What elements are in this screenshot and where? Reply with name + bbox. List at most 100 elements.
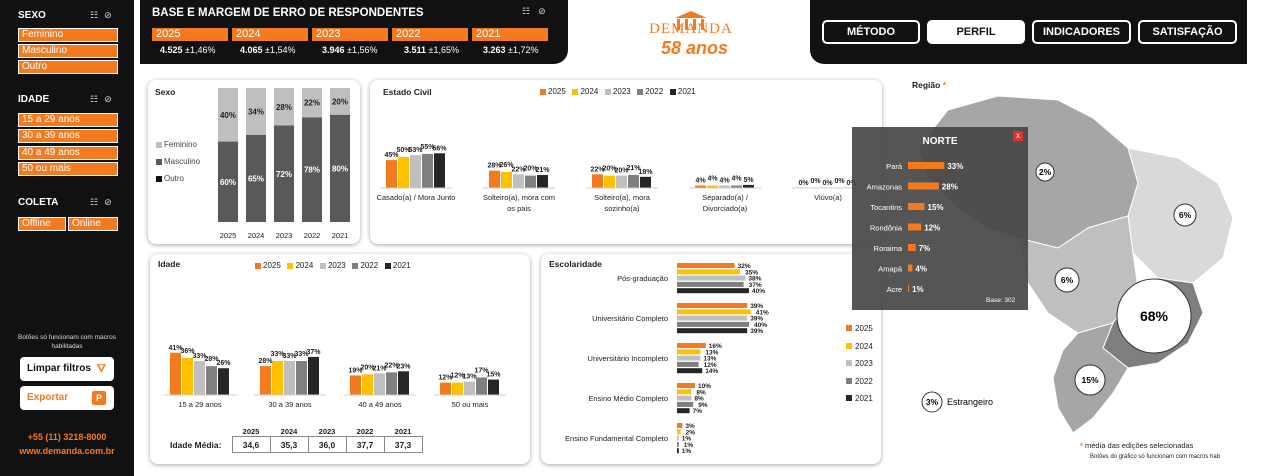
state-label: Acre	[887, 285, 902, 294]
bar-label: 13%	[703, 356, 716, 363]
coleta-filter-icons: ☷⊘	[90, 197, 118, 208]
filter-chip-masculino[interactable]: Masculino	[18, 44, 118, 58]
bar-label: 22%	[590, 166, 605, 173]
y-category-label: Universitário Completo	[592, 314, 668, 323]
base-value-2024: 4.065 ±1,54%	[240, 45, 296, 55]
bar-label: 22%	[384, 362, 399, 369]
export-label: Exportar	[27, 392, 69, 403]
bar-label: 4%	[707, 176, 718, 183]
bar-label: 12%	[438, 375, 453, 382]
filter-chip-15-29[interactable]: 15 a 29 anos	[18, 113, 118, 127]
filter-chip-outro[interactable]: Outro	[18, 60, 118, 74]
sexo-filter-icons: ☷⊘	[90, 10, 118, 21]
nordeste-pct: 6%	[1179, 210, 1192, 220]
filter-chip-offline[interactable]: Offline	[18, 217, 66, 231]
bar	[677, 303, 748, 308]
multiselect-icon[interactable]: ☷	[522, 6, 539, 16]
media-year: 2025	[242, 427, 260, 436]
state-label: Amazonas	[867, 183, 903, 192]
x-tick-year: 2025	[220, 231, 237, 240]
media-value: 36,0	[307, 436, 347, 453]
x-category-label: 30 a 39 anos	[268, 400, 312, 409]
sudeste-pct-bubble	[1116, 278, 1192, 354]
year-2022: 2022	[392, 28, 468, 41]
x-tick-year: 2023	[276, 231, 293, 240]
base-value-2023: 3.946 ±1,56%	[322, 45, 378, 55]
bar	[695, 185, 706, 188]
bar-label: 4%	[731, 176, 742, 183]
bar	[410, 155, 421, 188]
clear-filter-icon[interactable]: ⊘	[104, 94, 118, 104]
media-value: 35,3	[269, 436, 309, 453]
bar	[677, 448, 679, 454]
bar-masculino	[218, 141, 238, 222]
media-year: 2023	[318, 427, 336, 436]
state-label: Rondônia	[870, 224, 903, 233]
temple-icon	[675, 11, 707, 30]
export-button[interactable]: Exportar P	[20, 386, 114, 410]
x-category-label: 40 a 49 anos	[358, 400, 402, 409]
filter-chip-50-mais[interactable]: 50 ou mais	[18, 162, 118, 176]
bar	[513, 174, 524, 188]
clear-filter-icon[interactable]: ⊘	[538, 6, 554, 16]
filter-chip-online[interactable]: Online	[68, 217, 118, 231]
label-masculino: 80%	[332, 164, 348, 173]
bar-label: 41%	[168, 345, 183, 352]
bar-label: 22%	[511, 166, 526, 173]
state-value: 33%	[947, 162, 963, 171]
bar-label: 10%	[698, 383, 711, 390]
nav-indicadores-button[interactable]: INDICADORES	[1032, 20, 1131, 44]
norte-pct: 2%	[1039, 167, 1052, 177]
bar	[525, 175, 536, 188]
bar	[434, 153, 445, 188]
close-popup-button[interactable]: x	[1013, 131, 1023, 141]
multiselect-icon[interactable]: ☷	[90, 10, 105, 20]
sul-pct-bubble	[1074, 364, 1106, 396]
bar	[592, 174, 603, 188]
regiao-note: * média das edições selecionadas	[1080, 441, 1194, 450]
filter-chip-40-49[interactable]: 40 a 49 anos	[18, 146, 118, 160]
state-bar	[908, 264, 913, 272]
bar-label: 0%	[834, 178, 845, 185]
label-masculino: 65%	[248, 174, 264, 183]
bar	[677, 309, 751, 315]
bar-label: 0%	[798, 180, 809, 187]
bar-label: 1%	[682, 436, 692, 443]
bar-label: 39%	[750, 328, 763, 335]
sexo-title: Sexo	[155, 87, 176, 97]
clear-filters-button[interactable]: Limpar filtros ⛛	[20, 357, 114, 381]
nav-satisfacao-button[interactable]: SATISFAÇÃO	[1138, 20, 1237, 44]
filter-chip-30-39[interactable]: 30 a 39 anos	[18, 129, 118, 143]
contact-phone: +55 (11) 3218-8000	[27, 432, 107, 442]
bar	[677, 408, 690, 414]
bar-label: 23%	[396, 363, 411, 370]
bar	[677, 321, 749, 327]
bar	[398, 157, 409, 188]
sul-pct: 15%	[1081, 375, 1098, 385]
bar	[170, 352, 181, 395]
bar	[616, 175, 627, 188]
bar-label: 39%	[750, 303, 763, 310]
nav-perfil-button[interactable]: PERFIL	[927, 20, 1025, 44]
contact-site[interactable]: www.demanda.com.br	[19, 446, 115, 456]
centro-oeste-pct-bubble	[1054, 267, 1080, 293]
state-bar	[908, 285, 910, 292]
multiselect-icon[interactable]: ☷	[90, 197, 105, 207]
state-value: 7%	[919, 244, 931, 253]
bar	[677, 395, 692, 401]
year-2023: 2023	[312, 28, 388, 41]
bar	[604, 175, 615, 188]
clear-filter-icon[interactable]: ⊘	[104, 197, 118, 207]
bar	[677, 441, 679, 447]
filter-chip-feminino[interactable]: Feminino	[18, 28, 118, 42]
legend-outro: Outro	[156, 174, 184, 183]
nav-metodo-button[interactable]: MÉTODO	[822, 20, 920, 44]
multiselect-icon[interactable]: ☷	[90, 94, 105, 104]
bar	[677, 383, 695, 388]
bar-feminino	[302, 88, 322, 118]
escolaridade-title: Escolaridade	[549, 259, 602, 269]
sexo-panel: Sexo Feminino Masculino Outro 40% 60% 2025…	[148, 80, 360, 244]
state-value: 28%	[942, 183, 958, 192]
clear-filter-icon[interactable]: ⊘	[104, 10, 118, 20]
demanda-logo: DEMANDA 58 anos	[645, 10, 737, 60]
